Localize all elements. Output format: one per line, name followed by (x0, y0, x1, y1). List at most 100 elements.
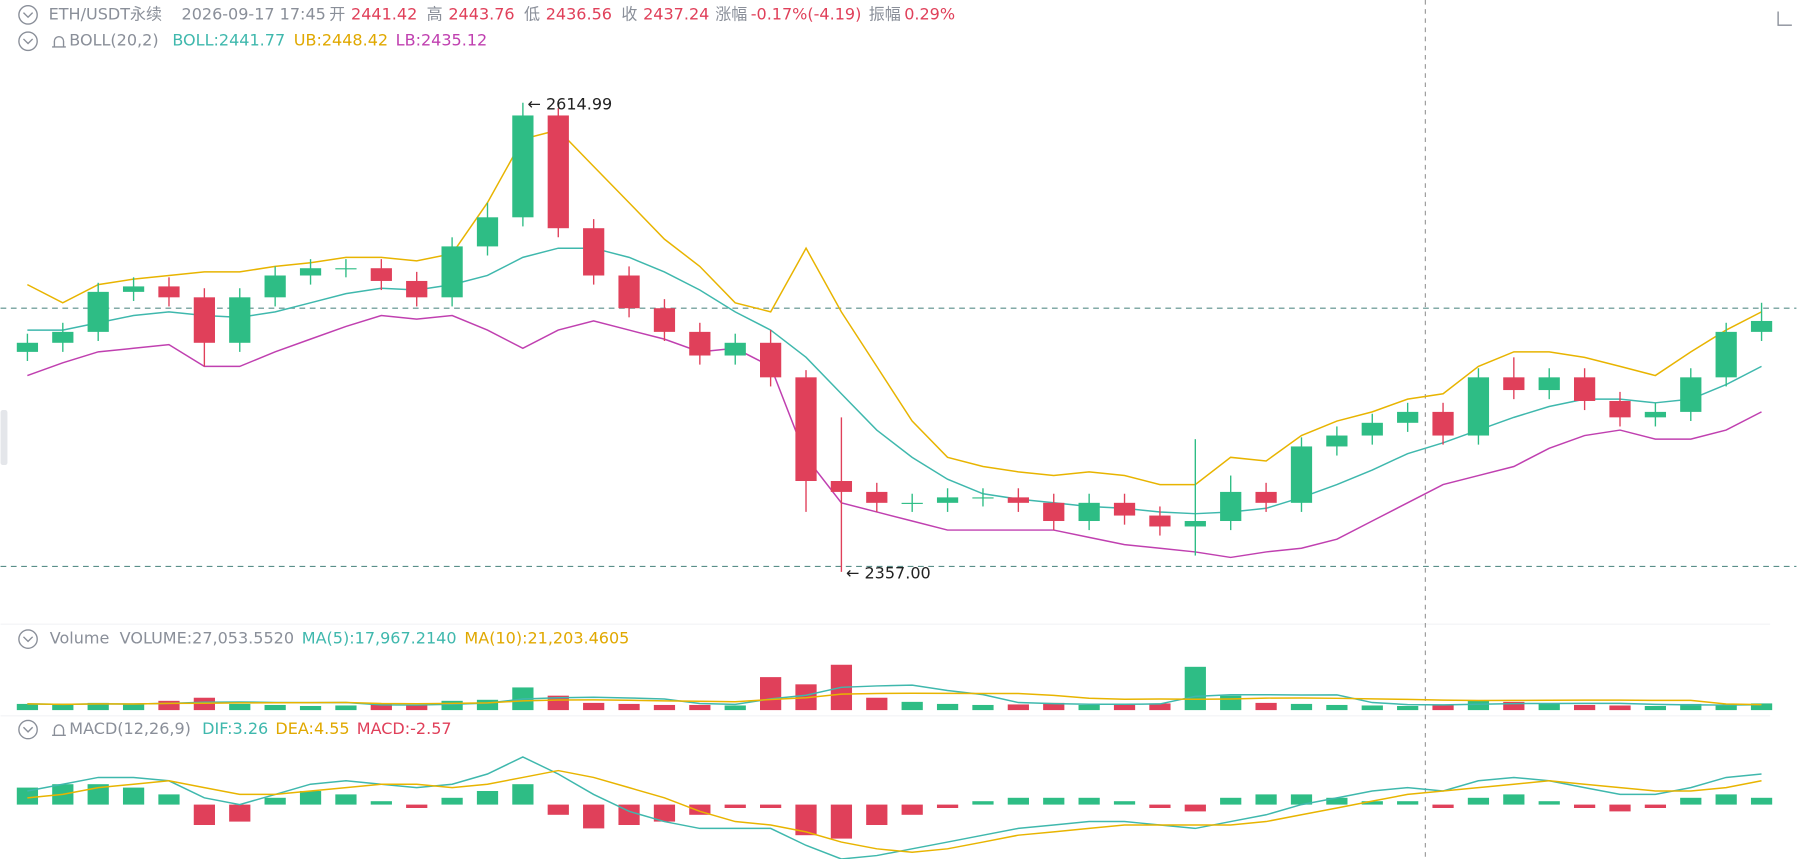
macd-bar (1078, 797, 1100, 805)
candle-body (406, 280, 428, 298)
value: 2441.42 (351, 4, 417, 23)
volume-bar (1113, 703, 1136, 711)
corner-icon[interactable] (1777, 11, 1792, 26)
macd-bar (1290, 794, 1313, 805)
label: 收 (621, 4, 637, 23)
indicator-value: DIF:3.26 (202, 719, 268, 738)
volume-bar (1255, 702, 1277, 711)
volume-bar (16, 703, 39, 711)
label: 振幅 (869, 4, 901, 23)
volume-bar (1220, 695, 1242, 711)
volume-bar (1361, 705, 1383, 711)
candle-body (1255, 491, 1277, 503)
candle-body (830, 481, 853, 492)
volume-bar (52, 704, 74, 711)
macd-bar (653, 804, 676, 822)
macd-bar (830, 804, 853, 839)
candle-body (1220, 491, 1242, 522)
value: -0.17%(-4.19) (751, 4, 862, 23)
chevron (22, 38, 34, 45)
macd-bar (1432, 804, 1454, 808)
macd-line (27, 756, 1762, 859)
volume-bar (158, 700, 180, 711)
bell-icon[interactable] (52, 724, 66, 736)
boll-line (27, 247, 1762, 515)
value: 2436.56 (546, 4, 612, 23)
candle-body (1184, 521, 1206, 527)
volume-bar (1609, 705, 1631, 711)
chevron (22, 636, 34, 643)
volume-bar (370, 703, 392, 711)
volume-bar (760, 677, 782, 711)
collapse-icon[interactable] (18, 5, 38, 25)
macd-bar (618, 804, 640, 825)
candle-body (229, 297, 251, 343)
candle-body (1680, 377, 1702, 412)
volume-bar (1290, 703, 1313, 711)
macd-bar (264, 797, 286, 805)
volume-bar (1644, 705, 1667, 711)
volume-bar (299, 705, 322, 711)
volume-bar (229, 703, 251, 711)
chevron (22, 726, 34, 733)
macd-bar (1255, 794, 1277, 805)
indicator-name: MACD(12,26,9) (69, 719, 191, 738)
collapse-icon[interactable] (18, 719, 38, 740)
candle-body (1609, 400, 1631, 418)
candle-body (1326, 435, 1348, 447)
macd-bar (583, 804, 605, 829)
candle-body (1432, 411, 1454, 436)
indicator-name: BOLL(20,2) (69, 31, 158, 50)
collapse-icon[interactable] (18, 629, 38, 649)
macd-bar (1467, 797, 1490, 805)
boll-line (27, 314, 1762, 559)
candle-body (264, 275, 286, 298)
candle-body (1113, 502, 1136, 516)
candle-body (87, 291, 109, 332)
candle-body (370, 268, 392, 281)
macd-bar (1220, 797, 1242, 805)
value: 2443.76 (448, 4, 514, 23)
volume-bar (1680, 703, 1702, 711)
candle-body (760, 342, 782, 378)
volume-bar (441, 700, 463, 711)
symbol: ETH/USDT永续 (49, 4, 162, 23)
collapse-icon[interactable] (18, 31, 38, 52)
macd-bar (866, 804, 888, 825)
volume-bar (583, 702, 605, 711)
macd-bar (1680, 797, 1702, 805)
candle-body (1538, 377, 1560, 391)
volume-bar (936, 703, 959, 711)
indicator-value: VOLUME:27,053.5520 (120, 629, 294, 648)
volume-bar (335, 705, 357, 711)
side-handle[interactable] (0, 410, 8, 466)
volume-bar (901, 701, 923, 711)
volume-bar (618, 703, 640, 711)
macd-bar (1326, 797, 1348, 805)
volume-bar (1715, 704, 1737, 711)
candle-body (547, 115, 569, 229)
macd-bar (1149, 804, 1171, 808)
macd-bar (299, 790, 322, 805)
macd-bar (1397, 801, 1419, 805)
bell-icon[interactable] (52, 36, 66, 48)
candle-body (653, 308, 676, 332)
macd-bar (1503, 794, 1525, 805)
macd-bar (193, 804, 215, 825)
macd-bar (122, 787, 145, 805)
low-annotation: ← 2357.00 (846, 564, 931, 583)
candle-body (52, 331, 74, 343)
candle-body (193, 297, 215, 343)
indicator-value: UB:2448.42 (294, 31, 388, 50)
macd-bar (1750, 797, 1773, 805)
candle-body (689, 331, 711, 356)
macd-bar (724, 804, 746, 808)
candle-body (16, 342, 39, 352)
macd-bar (795, 804, 817, 836)
volume-ma-line (27, 692, 1762, 706)
candle-body (1007, 497, 1029, 503)
candle-body (1397, 411, 1419, 423)
label: 低 (524, 4, 540, 23)
volume-bar (406, 704, 428, 711)
